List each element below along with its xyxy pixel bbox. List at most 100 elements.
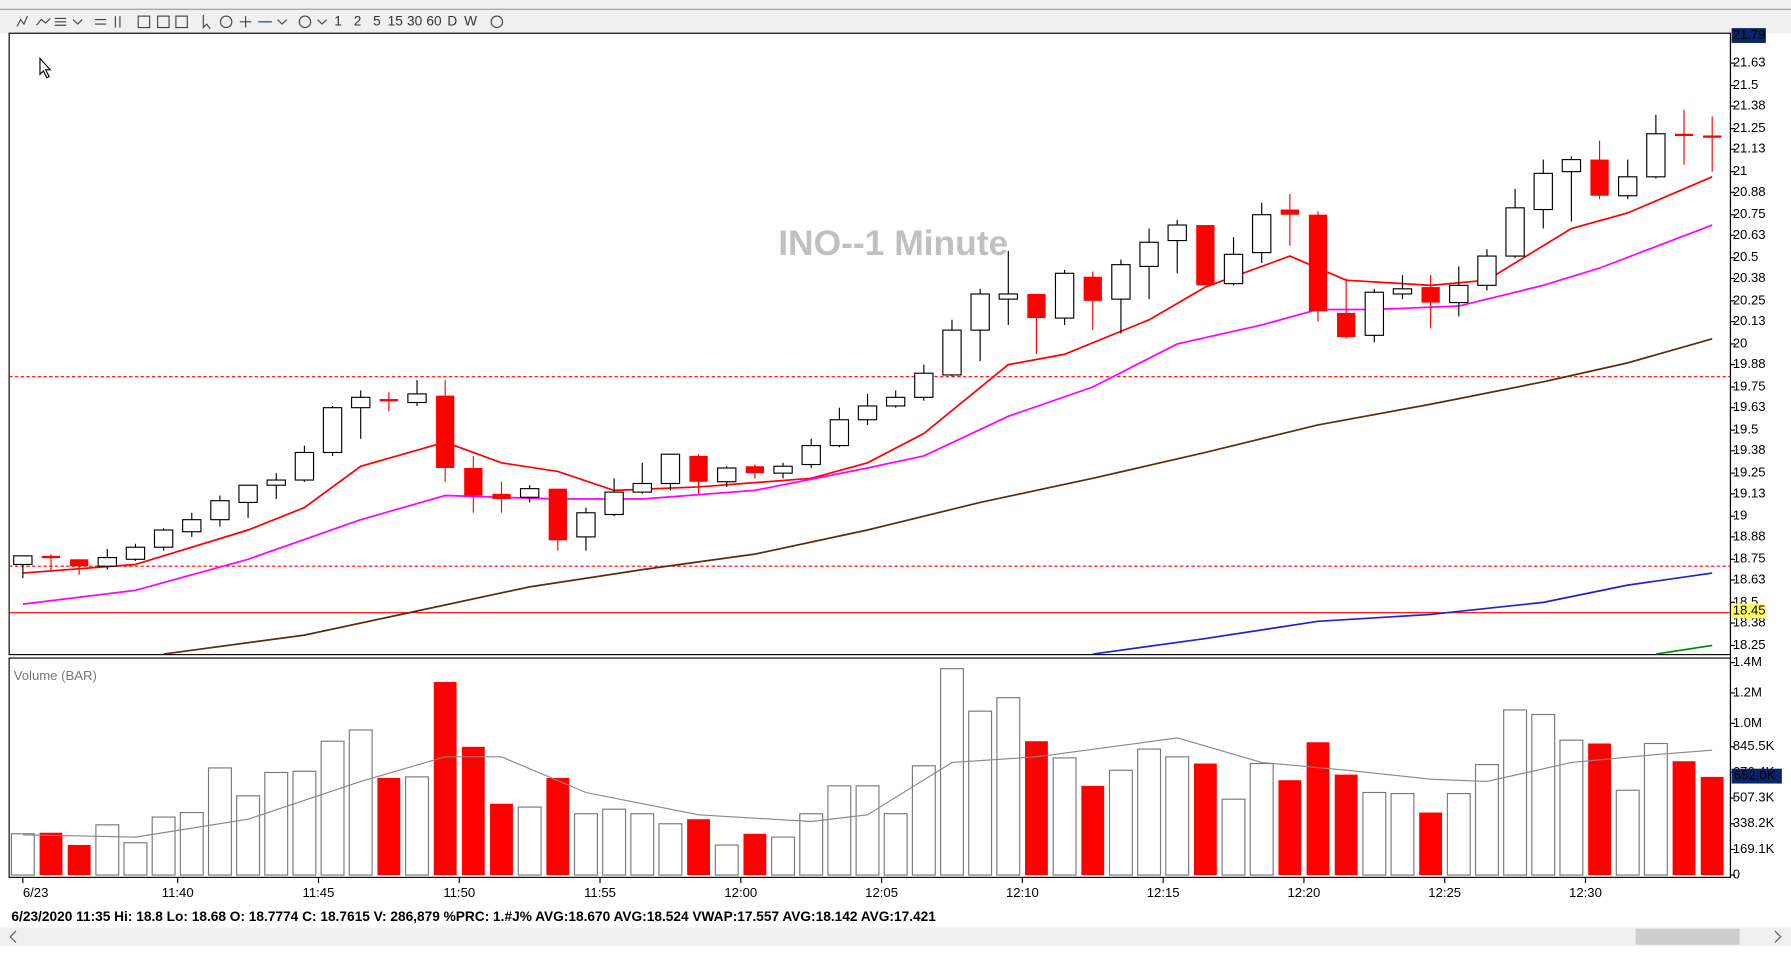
scrollbar[interactable] [0,927,1791,946]
timeframe-button[interactable]: 15 [388,13,404,28]
volume-bar [348,729,373,876]
icon-hand[interactable] [219,15,233,29]
y-tick-label: 21.5 [1733,77,1759,92]
y-tick-label: 20.13 [1733,313,1766,328]
volume-bar [236,795,261,876]
timeframe-button[interactable]: 2 [354,13,362,28]
icon-pointer[interactable] [202,14,211,30]
candle-body [210,500,230,521]
volume-bar [1137,748,1162,876]
candle-body [1111,264,1131,300]
volume-bar [573,813,598,876]
candle-body [97,557,118,567]
icon-dropdown[interactable] [317,19,328,25]
volume-bar [1108,769,1133,876]
candle-body [436,395,455,468]
price-marker-label: 18.45 [1733,602,1766,617]
candle-body [492,493,511,499]
icon-horizontal[interactable] [94,18,107,25]
candle-body [238,484,258,504]
icon-line[interactable] [36,17,51,26]
y-tick-label: 19 [1733,508,1748,523]
y-tick-label: 19.13 [1733,485,1766,500]
candle-body [41,555,61,559]
toolbar-buttons: 1 2 5 15 30 60 D W [334,13,477,28]
icon-crosshair[interactable] [239,16,252,28]
volume-bar [939,668,964,876]
candle-body [182,519,202,533]
y-tick-label: 19.63 [1733,399,1766,414]
icon-clock[interactable] [298,15,312,29]
icon-zoom-out[interactable] [157,15,170,29]
candle-body [1054,272,1075,319]
volume-plot [10,668,1724,876]
candle-body [1167,224,1187,242]
timeframe-button[interactable]: 5 [373,13,381,28]
y-tick-label: 1.4M [1733,654,1762,669]
volume-bar [1531,713,1556,876]
icon-style[interactable] [54,17,67,26]
timeframe-button[interactable]: D [447,13,457,28]
x-tick-label: 11:45 [303,885,335,900]
toolbar-icons [16,14,504,30]
volume-bar [207,767,232,876]
candle-body [519,488,540,498]
x-tick-label: 12:00 [724,885,757,900]
volume-bar [1446,793,1471,876]
y-tick-label: 845.5K [1733,738,1775,753]
icon-chart[interactable] [16,15,28,27]
icon-vertical[interactable] [114,16,121,28]
volume-bar [1278,780,1302,876]
status-bar: 6/23/2020 11:35 Hi: 18.8 Lo: 18.68 O: 18… [11,909,936,924]
scroll-left[interactable] [9,930,17,943]
timeframe-button[interactable]: W [464,13,477,28]
x-tick-label: 12:10 [1006,885,1039,900]
candle-body [1337,312,1356,338]
candle-body [829,419,850,447]
volume-bar [855,785,880,876]
x-tick-label: 11:40 [162,885,194,900]
moving-average [163,337,1713,655]
x-tick-label: 6/23 [23,885,49,900]
candle-body [942,329,962,376]
icon-dropdown[interactable] [277,19,288,25]
y-tick-label: 0 [1733,867,1740,882]
y-tick-label: 21.13 [1733,141,1766,156]
candle-body [1674,133,1694,137]
volume-bar [743,833,767,876]
icon-fit[interactable] [175,15,188,29]
y-tick-label: 20.25 [1733,292,1766,307]
volume-bar [714,844,739,876]
candle-body [351,396,371,409]
timeframe-button[interactable]: 60 [426,13,442,28]
timeframe-button[interactable]: 30 [407,13,423,28]
scroll-thumb[interactable] [1635,928,1740,945]
y-tick-label: 21.63 [1733,55,1766,70]
icon-close[interactable] [490,15,504,29]
x-tick-label: 11:50 [443,885,475,900]
timeframe-button[interactable]: 1 [334,13,342,28]
y-tick-label: 21 [1733,163,1748,178]
mouse-cursor [39,56,52,79]
chart-title: INO--1 Minute [778,223,1008,263]
volume-marker-bg [1731,768,1782,784]
candle-body [717,467,737,483]
moving-average [1655,644,1713,655]
icon-dropdown[interactable] [72,19,83,25]
candle-body [857,405,878,421]
volume-bar [1559,739,1584,876]
y-tick-label: 21.25 [1733,120,1766,135]
candle-body [1308,214,1328,312]
price-marker-label: 21.79 [1733,27,1766,42]
candle-body [632,482,652,493]
y-tick-label: 20.88 [1733,184,1766,199]
volume-bar [1306,742,1330,876]
volume-bar [490,803,513,876]
toolbar [0,0,1791,34]
icon-zoom[interactable] [137,15,151,29]
candle-body [1251,214,1272,254]
volume-bar [1643,742,1668,876]
scroll-right[interactable] [1774,930,1782,943]
volume-bar [602,808,627,876]
